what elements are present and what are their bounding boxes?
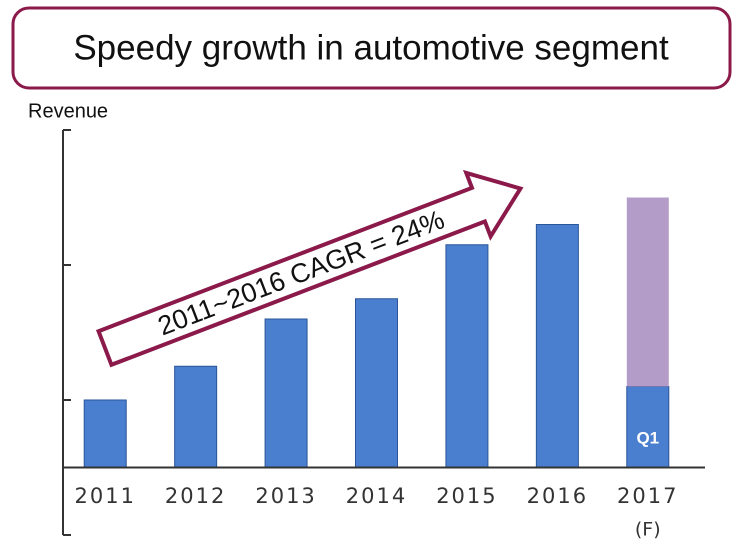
bar	[445, 244, 489, 468]
chart-title: Speedy growth in automotive segment	[73, 28, 669, 67]
bar	[626, 197, 669, 387]
x-tick-label: 2015	[436, 484, 497, 508]
x-tick-label: 2011	[74, 484, 135, 508]
bar	[264, 318, 308, 468]
x-tick-label: 2013	[255, 484, 316, 508]
plot: Q1 2011 2012 2013 2014 2015 2016 2017 (F)	[62, 129, 705, 541]
x-tick-label: 2012	[165, 484, 226, 508]
title-box	[11, 6, 732, 90]
x-tick-label: 2016	[527, 484, 588, 508]
bar	[535, 224, 579, 468]
segment-label: Q1	[636, 428, 659, 447]
bar	[626, 386, 670, 468]
x-tick-label: 2014	[346, 484, 407, 508]
x-tick-label: 2017	[617, 484, 678, 508]
bar	[83, 399, 127, 468]
arrow-shape	[95, 169, 524, 368]
x-tick-note: (F)	[635, 519, 661, 541]
y-axis-label: Revenue	[28, 100, 108, 122]
bar	[174, 365, 218, 468]
bar	[355, 298, 398, 468]
